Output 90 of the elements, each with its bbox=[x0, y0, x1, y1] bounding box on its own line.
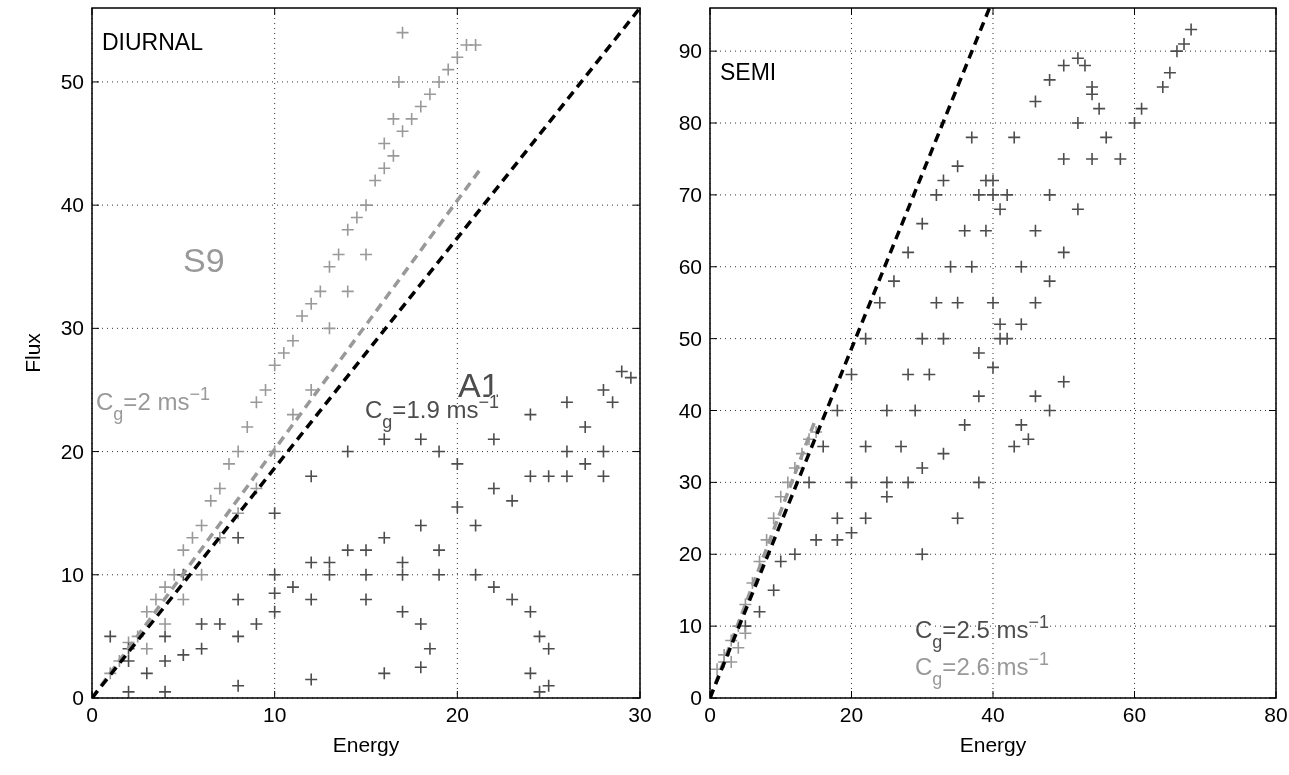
point bbox=[414, 99, 428, 114]
x-tick-label: 0 bbox=[86, 703, 98, 726]
point bbox=[140, 604, 154, 619]
point bbox=[759, 533, 774, 547]
y-tick-label: 30 bbox=[678, 470, 702, 494]
point bbox=[249, 481, 264, 496]
text: S9 bbox=[183, 241, 225, 279]
y-tick-label: 0 bbox=[690, 686, 702, 709]
point bbox=[450, 50, 465, 65]
point bbox=[231, 444, 245, 459]
point bbox=[140, 641, 154, 656]
annotation: C$_{g}$=2 ms$^{−1}$ bbox=[96, 384, 210, 424]
point bbox=[377, 136, 392, 151]
x-axis-title: Energy bbox=[959, 733, 1027, 756]
y-tick-label: 40 bbox=[60, 193, 84, 217]
point bbox=[194, 567, 209, 582]
y-tick-label: 0 bbox=[72, 686, 84, 709]
point bbox=[322, 321, 337, 336]
point bbox=[386, 149, 401, 163]
x-tick-label: 60 bbox=[1122, 703, 1147, 726]
point bbox=[350, 210, 364, 225]
x-axis-title: Energy bbox=[332, 733, 400, 756]
point bbox=[231, 506, 245, 520]
point bbox=[404, 112, 419, 126]
point bbox=[423, 87, 437, 102]
point bbox=[176, 543, 191, 557]
x-tick-label: 80 bbox=[1264, 703, 1288, 726]
point bbox=[267, 358, 282, 373]
point bbox=[203, 494, 218, 508]
y-tick-label: 30 bbox=[60, 316, 84, 340]
point bbox=[158, 617, 172, 631]
point bbox=[395, 124, 410, 139]
y-tick-label: 20 bbox=[678, 542, 702, 566]
annotation: SEMI bbox=[720, 59, 777, 85]
point bbox=[158, 580, 172, 594]
y-tick-label: 60 bbox=[678, 254, 702, 278]
point bbox=[176, 592, 191, 607]
point bbox=[240, 420, 255, 434]
point bbox=[340, 284, 355, 299]
point bbox=[286, 407, 300, 422]
point bbox=[222, 457, 236, 471]
y-tick-label: 10 bbox=[678, 614, 702, 638]
point bbox=[295, 309, 309, 323]
point bbox=[359, 198, 373, 212]
x-tick-label: 10 bbox=[262, 703, 287, 726]
point bbox=[185, 531, 200, 545]
point bbox=[267, 444, 282, 459]
y-tick-label: 70 bbox=[678, 182, 702, 206]
point bbox=[258, 383, 273, 397]
point bbox=[286, 333, 300, 348]
point bbox=[313, 284, 328, 299]
point bbox=[340, 222, 355, 237]
point bbox=[322, 259, 337, 274]
point bbox=[331, 247, 346, 262]
y-tick-label: 10 bbox=[60, 562, 84, 586]
point bbox=[809, 425, 823, 439]
point bbox=[194, 518, 209, 533]
point bbox=[395, 25, 410, 40]
point bbox=[377, 161, 392, 175]
point bbox=[766, 511, 781, 526]
y-tick-label: 50 bbox=[678, 326, 702, 350]
point bbox=[441, 62, 455, 77]
x-tick-label: 20 bbox=[839, 703, 864, 726]
annotation: DIURNAL bbox=[102, 29, 204, 55]
x-tick-label: 0 bbox=[704, 703, 716, 726]
point bbox=[304, 383, 318, 397]
point bbox=[359, 247, 373, 262]
point bbox=[213, 481, 227, 496]
point bbox=[432, 75, 446, 89]
point bbox=[781, 475, 795, 490]
point bbox=[304, 296, 318, 311]
point bbox=[149, 592, 163, 607]
point bbox=[213, 531, 227, 545]
point bbox=[468, 38, 483, 52]
x-tick-label: 30 bbox=[628, 703, 652, 726]
y-tick-label: 20 bbox=[60, 439, 84, 463]
y-tick-label: 80 bbox=[678, 111, 702, 134]
x-tick-label: 20 bbox=[445, 703, 470, 726]
point bbox=[249, 395, 264, 410]
point bbox=[386, 112, 401, 126]
point bbox=[277, 346, 291, 360]
x-tick-label: 40 bbox=[981, 703, 1005, 726]
y-tick-label: 90 bbox=[678, 39, 702, 63]
point bbox=[392, 75, 406, 89]
point bbox=[103, 666, 118, 681]
point bbox=[368, 173, 382, 188]
point bbox=[130, 629, 145, 644]
y-tick-label: 50 bbox=[60, 69, 84, 93]
y-tick-label: 40 bbox=[678, 398, 702, 422]
y-axis-title: Flux bbox=[21, 332, 44, 373]
